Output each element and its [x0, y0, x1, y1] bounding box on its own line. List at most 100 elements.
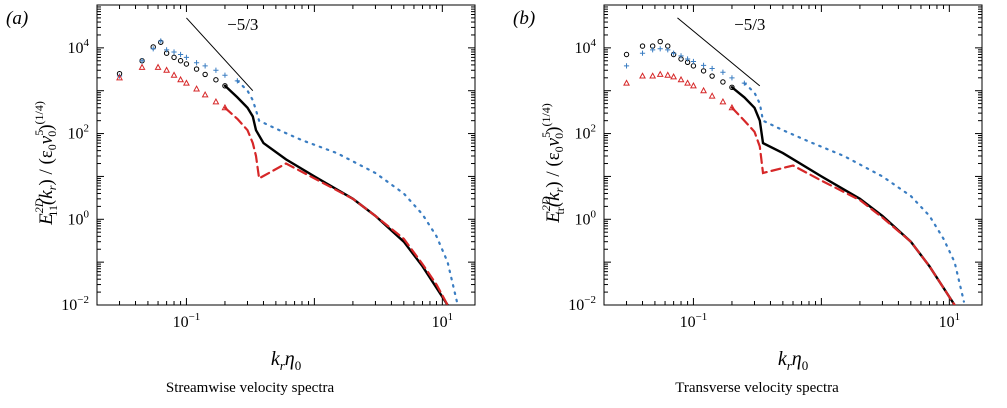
series-curve-triangle [730, 106, 956, 305]
data-point-triangle [719, 97, 727, 105]
y-axis-label: E2D11(kr) / (ε0ν50)(1/4) [32, 101, 60, 226]
data-point-triangle [623, 79, 630, 86]
slope-label: −5/3 [227, 15, 258, 34]
data-point-plus [709, 65, 715, 72]
data-point-triangle [221, 103, 229, 111]
x-axis-label: krη0 [778, 348, 808, 373]
chart-panel-b: 10−1 101 10−2 100 102 104 (b) krη0 E2Dtr(kr) / (… [507, 0, 1007, 408]
data-point-plus [177, 51, 184, 58]
y-tick-label: 104 [68, 37, 90, 57]
data-point-circle [709, 73, 715, 79]
data-point-circle [183, 61, 190, 67]
data-point-plus [690, 58, 697, 65]
data-point-plus [222, 72, 228, 78]
data-point-plus [741, 80, 747, 86]
chart-panel-a: 10−1 101 10−2 100 102 104 (a) krη0 E2D11(kr) / (… [0, 0, 500, 408]
series-curve-circle [730, 86, 956, 305]
slope-reference-line [186, 17, 254, 92]
data-point-triangle [163, 66, 171, 73]
data-point-triangle [182, 79, 190, 86]
data-point-plus [193, 60, 200, 66]
data-point-plus [729, 75, 735, 81]
data-point-triangle [201, 91, 209, 98]
data-point-triangle [664, 71, 672, 78]
data-point-plus [234, 78, 240, 84]
data-point-triangle [728, 103, 736, 111]
data-point-triangle [700, 86, 708, 94]
panel-label: (b) [513, 8, 535, 29]
data-point-plus [684, 56, 691, 62]
data-point-triangle [639, 72, 646, 79]
plot-area [116, 38, 458, 305]
data-point-triangle [193, 85, 201, 92]
series-curve-plus [236, 79, 458, 303]
caption-b: Transverse velocity spectra [675, 380, 839, 396]
chart-svg-a: 10−1 101 10−2 100 102 104 (a) krη0 E2D11(kr) / (… [6, 4, 476, 373]
data-point-circle [171, 54, 177, 61]
y-tick-label: 10−2 [61, 294, 89, 314]
slope-reference-line [677, 17, 761, 87]
y-tick-label: 100 [575, 208, 597, 228]
y-tick-label: 104 [575, 37, 597, 57]
y-tick-label: 100 [68, 208, 90, 228]
data-point-triangle [677, 75, 685, 83]
x-tick-label: 101 [432, 311, 454, 331]
data-point-plus [657, 46, 663, 52]
panel-label: (a) [6, 8, 28, 29]
data-point-plus [158, 38, 164, 44]
data-point-circle [729, 84, 735, 91]
data-point-plus [202, 63, 208, 69]
data-point-circle [177, 58, 184, 64]
data-point-plus [678, 53, 684, 59]
data-point-triangle [212, 97, 220, 105]
data-point-triangle [656, 70, 664, 77]
data-point-triangle [689, 81, 697, 89]
x-tick-label: 10−1 [680, 311, 708, 331]
data-point-circle [193, 66, 200, 72]
data-point-circle [213, 77, 219, 83]
data-point-plus [650, 47, 656, 53]
slope-label: −5/3 [734, 15, 765, 34]
data-point-circle [623, 51, 630, 58]
data-point-triangle [177, 75, 185, 83]
data-point-plus [139, 58, 145, 64]
data-point-plus [665, 47, 671, 53]
data-point-triangle [649, 72, 657, 79]
data-point-triangle [154, 63, 162, 70]
data-point-triangle [670, 73, 678, 80]
data-point-circle [690, 63, 697, 69]
data-point-triangle [138, 63, 146, 70]
data-point-plus [671, 50, 677, 56]
data-point-plus [720, 69, 726, 75]
data-point-plus [213, 67, 219, 73]
y-axis-label: E2Dtr(kr) / (ε0ν50)(1/4) [539, 103, 567, 224]
data-point-circle [720, 79, 726, 85]
data-point-circle [639, 43, 646, 49]
y-tick-label: 102 [68, 123, 90, 143]
data-point-plus [171, 49, 177, 55]
plot-area [623, 38, 965, 305]
data-point-circle [657, 38, 663, 45]
data-point-circle [202, 71, 208, 78]
data-point-plus [623, 63, 630, 69]
data-point-plus [150, 46, 156, 52]
data-point-triangle [684, 79, 692, 86]
data-point-circle [222, 83, 228, 89]
data-point-circle [700, 68, 707, 74]
data-point-plus [700, 62, 707, 68]
data-point-triangle [116, 73, 123, 81]
y-tick-label: 10−2 [568, 294, 596, 314]
series-curve-plus [743, 82, 965, 303]
data-point-plus [183, 54, 190, 60]
x-tick-label: 10−1 [173, 311, 201, 331]
data-point-plus [639, 50, 646, 56]
data-point-plus [164, 47, 170, 53]
caption-a: Streamwise velocity spectra [165, 380, 335, 396]
series-curve-circle [223, 84, 449, 305]
y-tick-label: 102 [575, 123, 597, 143]
data-point-triangle [170, 71, 178, 78]
x-axis-label: krη0 [271, 348, 301, 373]
x-tick-label: 101 [939, 311, 961, 331]
chart-svg-b: 10−1 101 10−2 100 102 104 (b) krη0 E2Dtr(kr) / (… [513, 4, 983, 373]
data-point-triangle [708, 92, 716, 99]
